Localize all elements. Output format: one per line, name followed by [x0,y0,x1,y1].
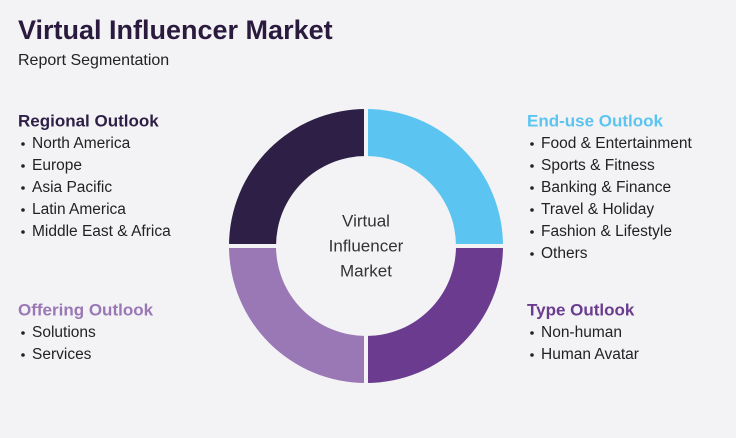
bullet [21,164,25,168]
section-heading: End-use Outlook [527,111,664,130]
section-heading: Offering Outlook [18,300,154,319]
section-item: Middle East & Africa [32,223,171,240]
section-item: Asia Pacific [32,179,112,196]
bullet [530,208,534,212]
section-item: Europe [32,157,82,174]
ring-segment [366,246,503,383]
section-item: Food & Entertainment [541,135,692,152]
bullet [530,164,534,168]
bullet [530,230,534,234]
section-item: North America [32,135,131,152]
section-item: Fashion & Lifestyle [541,223,672,240]
center-label: Influencer [329,236,404,255]
section-item: Solutions [32,324,96,341]
bullet [21,208,25,212]
section-heading: Regional Outlook [18,111,159,130]
bullet [530,331,534,335]
ring [224,104,508,388]
bullet [21,353,25,357]
bullet [21,331,25,335]
section-item: Banking & Finance [541,179,671,196]
section-item: Non-human [541,324,622,341]
bullet [21,230,25,234]
section-item: Travel & Holiday [541,201,654,218]
section-item: Others [541,245,588,262]
title: Virtual Influencer Market [18,15,333,45]
bullet [21,186,25,190]
ring-segment [229,109,366,246]
bullet [530,353,534,357]
center-label: Market [340,261,392,280]
section-heading: Type Outlook [527,300,635,319]
section-item: Services [32,346,92,363]
bullet [530,142,534,146]
section-item: Latin America [32,201,126,218]
ring-segment [229,246,366,383]
bullet [530,252,534,256]
section-item: Human Avatar [541,346,639,363]
bullet [530,186,534,190]
ring-segment [366,109,503,246]
bullet [21,142,25,146]
section-item: Sports & Fitness [541,157,655,174]
subtitle: Report Segmentation [18,52,169,69]
center-label: Virtual [342,211,390,230]
